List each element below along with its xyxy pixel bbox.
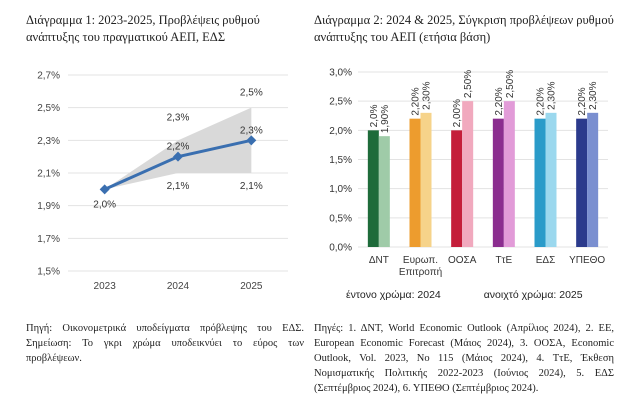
range-lower-label: 2,1%: [167, 181, 190, 192]
bar-value-label: 2,20%: [411, 87, 422, 115]
chart1-title: Διάγραμμα 1: 2023-2025, Προβλέψεις ρυθμο…: [26, 13, 260, 44]
range-upper-label: 2,3%: [167, 112, 190, 123]
chart1-source-note: Πηγή: Οικονομετρικά υποδείγματα πρόβλεψη…: [26, 323, 304, 364]
x-tick-label: 2025: [240, 281, 263, 292]
y-tick-label: 2,5%: [37, 103, 60, 114]
data-point: [246, 135, 257, 146]
bar-2025: [587, 112, 599, 247]
y-tick-label: 1,9%: [37, 201, 60, 212]
bar-2025: [420, 112, 432, 247]
bar-value-label: 2,20%: [494, 87, 505, 115]
bar-value-label: 1,90%: [380, 105, 391, 133]
y-tick-label: 0,0%: [329, 243, 352, 254]
bar-2024: [576, 118, 588, 247]
bar-2024: [367, 130, 379, 247]
x-tick-label: ΟΟΣΑ: [448, 255, 477, 266]
bar-value-label: 2,30%: [547, 81, 558, 109]
line-chart: 1,5% 1,7% 1,9% 2,1% 2,3% 2,5% 2,7% 2023 2024 2025…: [37, 71, 288, 292]
data-point: [173, 151, 183, 162]
y-tick-label: 2,7%: [37, 71, 60, 82]
bar-value-label: 2,30%: [422, 81, 433, 109]
y-tick-label: 2,1%: [37, 169, 60, 180]
bar-2024: [534, 118, 546, 247]
y-tick-label: 1,0%: [329, 184, 352, 195]
range-lower-label: 2,1%: [240, 181, 263, 192]
bar-value-label: 2,50%: [505, 70, 516, 98]
x-tick-label: ΥΠΕΘΟ: [569, 255, 605, 266]
bar-value-label: 2,0%: [369, 104, 380, 127]
y-tick-label: 1,5%: [37, 267, 60, 278]
chart2-title: Διάγραμμα 2: 2024 & 2025, Σύγκριση προβλ…: [314, 13, 614, 44]
bar-chart: 0,0%0,5%1,0%1,5%2,0%2,5%3,0%2,0% 1,90%ΔΝΤ…: [329, 68, 608, 278]
x-tick-label: 2023: [94, 281, 117, 292]
bar-chart-legend: έντονο χρώμα: 2024 ανοιχτό χρώμα: 2025: [346, 289, 623, 301]
y-tick-label: 2,5%: [329, 97, 352, 108]
legend-2024: έντονο χρώμα: 2024: [346, 289, 441, 301]
data-point: [99, 184, 110, 195]
bar-value-label: 2,20%: [536, 87, 547, 115]
bar-2024: [492, 118, 504, 247]
chart2-source-note: Πηγές: 1. ΔΝΤ, World Economic Outlook (Α…: [314, 323, 614, 394]
bar-2025: [503, 101, 515, 247]
bar-2025: [462, 101, 474, 247]
forecast-range-band: [104, 107, 252, 190]
bar-value-label: 2,50%: [463, 70, 474, 98]
bar-2024: [451, 130, 463, 247]
data-label: 2,2%: [167, 142, 190, 153]
x-tick-label: 2024: [167, 281, 190, 292]
x-tick-label: ΕΔΣ: [536, 255, 556, 266]
range-upper-label: 2,5%: [240, 88, 263, 99]
bar-value-label: 2,00%: [452, 99, 463, 127]
data-label: 2,3%: [240, 125, 263, 136]
y-tick-label: 1,5%: [329, 155, 352, 166]
bar-2025: [545, 112, 557, 247]
x-tick-label: ΤτΕ: [495, 255, 512, 266]
bar-value-label: 2,30%: [588, 81, 599, 109]
legend-2025: ανοιχτό χρώμα: 2025: [483, 289, 583, 301]
bar-2024: [409, 118, 421, 247]
x-tick-label: Ευρωπ.: [403, 255, 438, 266]
y-tick-label: 0,5%: [329, 213, 352, 224]
bar-2025: [378, 136, 390, 247]
bar-value-label: 2,20%: [577, 87, 588, 115]
y-tick-label: 3,0%: [329, 68, 352, 79]
y-tick-label: 1,7%: [37, 234, 60, 245]
x-tick-label: Επιτροπή: [399, 266, 442, 278]
y-tick-label: 2,3%: [37, 136, 60, 147]
data-label: 2,0%: [93, 199, 116, 210]
x-tick-label: ΔΝΤ: [369, 255, 389, 266]
y-tick-label: 2,0%: [329, 126, 352, 137]
